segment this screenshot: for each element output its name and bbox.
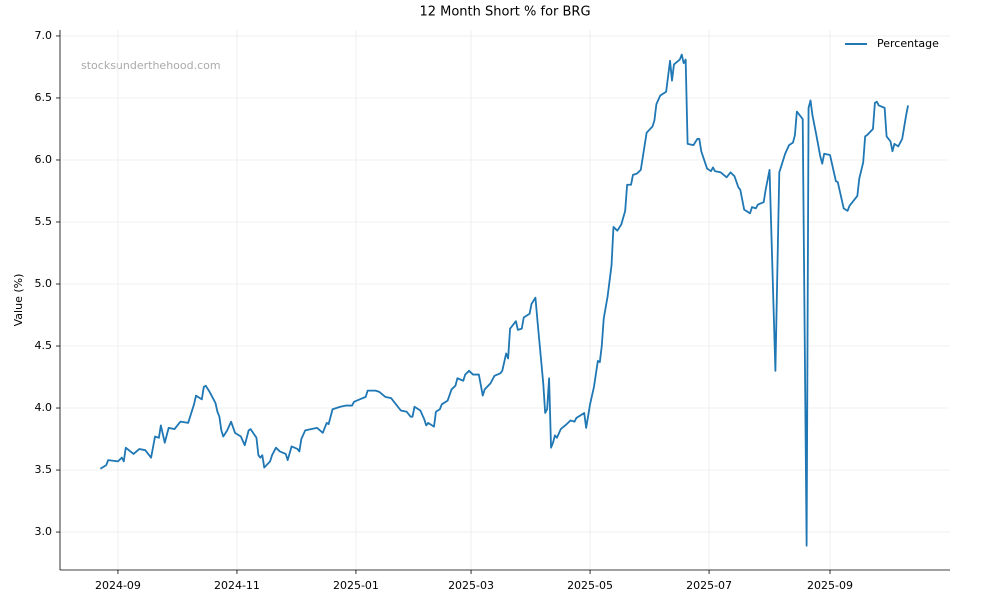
y-tick-label: 5.0 (35, 277, 53, 290)
y-tick-label: 7.0 (35, 29, 53, 42)
x-tick-label: 2025-09 (807, 579, 853, 592)
y-axis-label: Value (%) (12, 274, 25, 327)
x-tick-label: 2024-11 (214, 579, 260, 592)
y-tick-label: 6.0 (35, 153, 53, 166)
watermark: stocksunderthehood.com (81, 59, 221, 72)
line-series (99, 53, 909, 547)
x-tick-label: 2025-07 (686, 579, 732, 592)
x-tick-label: 2024-09 (95, 579, 141, 592)
legend-label: Percentage (877, 37, 939, 50)
y-tick-label: 5.5 (35, 215, 53, 228)
x-tick-label: 2025-05 (567, 579, 613, 592)
x-tick-label: 2025-01 (333, 579, 379, 592)
y-tick-label: 4.0 (35, 401, 53, 414)
chart-title: 12 Month Short % for BRG (419, 5, 590, 20)
y-tick-label: 3.5 (35, 463, 53, 476)
y-tick-label: 6.5 (35, 91, 53, 104)
x-tick-label: 2025-03 (448, 579, 494, 592)
y-tick-label: 3.0 (35, 525, 53, 538)
y-tick-label: 4.5 (35, 339, 53, 352)
